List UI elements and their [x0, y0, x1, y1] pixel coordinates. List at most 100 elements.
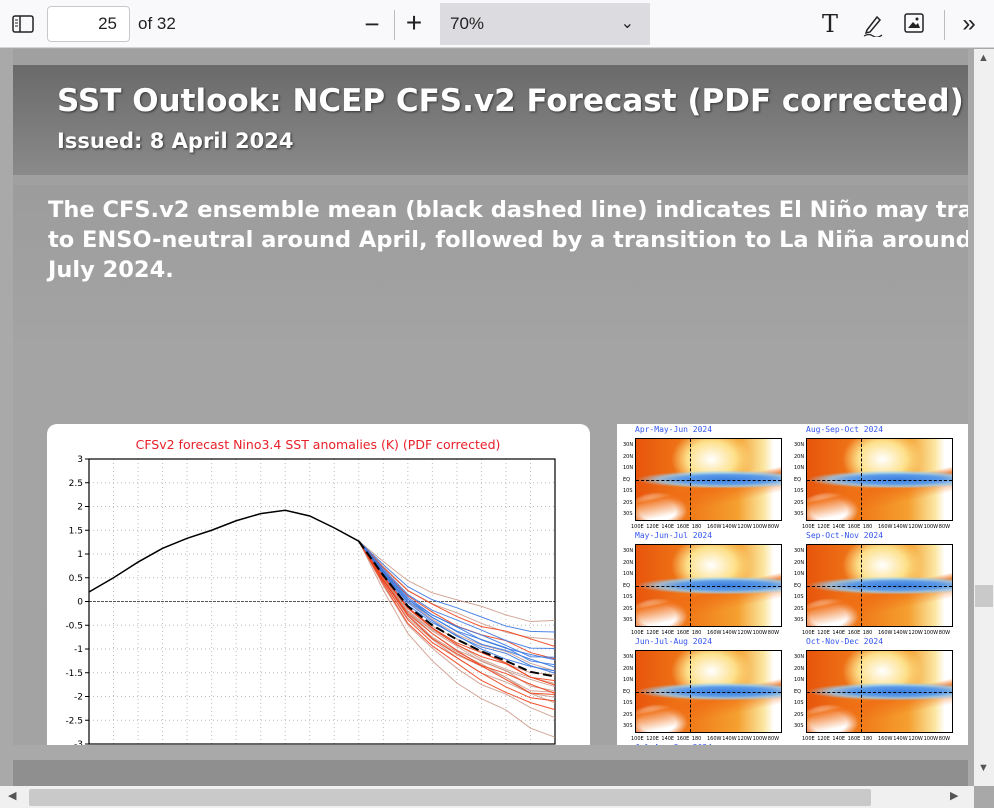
forecast-member-line — [358, 540, 556, 696]
equator-line — [636, 691, 781, 693]
lon-label: 120E — [646, 524, 659, 530]
lat-label: 10N — [794, 677, 805, 683]
y-tick-label: 1 — [77, 550, 83, 560]
lon-label: 140E — [832, 630, 846, 636]
y-tick-label: -1 — [74, 645, 83, 655]
slide-issued-date: Issued: 8 April 2024 — [57, 129, 294, 153]
lon-label: 100E — [802, 630, 815, 636]
lon-label: 180 — [862, 736, 873, 742]
lon-label: 120W — [737, 736, 752, 742]
scroll-right-arrow-icon[interactable]: ▶ — [950, 790, 959, 802]
dateline — [860, 545, 862, 626]
draw-tool-icon[interactable] — [860, 12, 886, 38]
sst-anomaly-map — [635, 544, 782, 627]
lon-label: 140E — [661, 630, 675, 636]
zoom-in-button[interactable]: + — [402, 7, 426, 38]
forecast-member-line — [358, 540, 556, 711]
lon-label: 140W — [893, 736, 908, 742]
lat-label: 20S — [623, 499, 633, 506]
observed-analysis-line — [88, 509, 360, 593]
sidebar-toggle-icon[interactable] — [12, 14, 34, 34]
lon-label: 140E — [661, 736, 675, 742]
lat-label: 10S — [794, 594, 804, 600]
zoom-out-button[interactable]: − — [360, 9, 384, 39]
plot-frame — [88, 458, 556, 745]
lon-label: 100E — [631, 736, 644, 742]
lat-label: 10S — [794, 700, 804, 706]
lat-label: EQ — [623, 476, 631, 483]
lon-label: 160W — [707, 524, 722, 530]
lat-label: 30N — [623, 548, 634, 554]
text-tool-icon[interactable]: T — [821, 10, 838, 38]
equator-line — [807, 479, 952, 481]
lat-label: 20S — [623, 711, 633, 718]
lat-label: 20S — [623, 605, 633, 612]
horizontal-scroll-thumb[interactable] — [29, 789, 871, 806]
lon-label: 140E — [661, 524, 675, 530]
image-tool-icon[interactable] — [903, 12, 925, 34]
lon-label: 120E — [646, 630, 659, 636]
scroll-left-arrow-icon[interactable]: ◀ — [8, 790, 17, 802]
y-tick-label: -2 — [74, 693, 83, 703]
lat-label: 30N — [623, 654, 634, 660]
lat-label: EQ — [623, 688, 631, 695]
lon-label: 160E — [676, 524, 690, 530]
lon-label: 120E — [817, 736, 830, 742]
lon-label: 120W — [737, 524, 752, 530]
chevron-down-icon: ⌄ — [620, 15, 634, 32]
lat-label: 30S — [623, 723, 633, 729]
map-title: Oct-Nov-Dec 2024 — [806, 637, 884, 646]
divider — [394, 10, 395, 40]
lon-label: 100W — [752, 630, 768, 636]
equator-line — [636, 585, 781, 587]
chart-title: CFSv2 forecast Nino3.4 SST anomalies (K)… — [136, 437, 501, 452]
lon-label: 180 — [862, 630, 873, 636]
map-title: May-Jun-Jul 2024 — [635, 531, 713, 540]
vertical-scroll-thumb[interactable] — [975, 585, 993, 607]
page-number-input[interactable] — [47, 6, 130, 42]
lat-label: 10S — [623, 700, 633, 706]
sst-anomaly-maps: Apr-May-Jun 2024 30N 20N 10N EQ 10S 20S 30S 100E… — [617, 424, 968, 745]
lon-label: 160W — [878, 630, 893, 636]
dateline — [689, 439, 691, 520]
sst-anomaly-map — [806, 650, 953, 733]
lat-label: 30N — [794, 654, 805, 660]
lon-label: 100W — [752, 524, 768, 530]
lon-label: 120W — [908, 630, 923, 636]
lon-label: 160W — [878, 736, 893, 742]
lon-label: 120W — [908, 524, 923, 530]
lat-label: 30N — [794, 442, 805, 448]
lat-label: 10N — [794, 465, 805, 471]
lat-label: EQ — [623, 582, 631, 589]
lon-label: 180 — [691, 524, 702, 530]
divider — [944, 10, 945, 40]
lat-label: 10N — [623, 571, 634, 577]
lon-label: 100W — [923, 630, 939, 636]
lon-label: 160E — [676, 630, 690, 636]
lon-label: 80W — [938, 630, 951, 636]
map-title: Jul-Aug-Sep 2024 — [635, 743, 712, 745]
lat-label: 20N — [623, 559, 634, 566]
zoom-value: 70% — [450, 14, 485, 33]
document-viewport: SST Outlook: NCEP CFS.v2 Forecast (PDF c… — [0, 49, 974, 786]
summary-line: to ENSO-neutral around April, followed b… — [48, 227, 968, 253]
next-pdf-page — [13, 760, 968, 786]
vertical-scrollbar[interactable] — [974, 49, 994, 786]
more-tools-icon[interactable]: » — [962, 10, 976, 37]
lat-label: 30N — [794, 548, 805, 554]
lat-label: 30N — [623, 442, 634, 448]
scroll-up-arrow-icon[interactable]: ▲ — [978, 52, 989, 64]
scroll-down-arrow-icon[interactable]: ▼ — [978, 762, 989, 774]
lon-label: 80W — [938, 524, 951, 530]
dateline — [689, 651, 691, 732]
lat-label: 10N — [623, 465, 634, 471]
y-tick-label: -2.5 — [65, 716, 83, 726]
lat-label: 20S — [794, 711, 804, 718]
zoom-select[interactable]: 70% ⌄ — [440, 3, 650, 45]
forecast-member-line — [358, 540, 556, 661]
lat-label: 30S — [794, 511, 804, 517]
pdf-toolbar: of 32 − + 70% ⌄ T » — [0, 0, 994, 48]
map-title: Apr-May-Jun 2024 — [635, 425, 713, 434]
lat-label: EQ — [794, 476, 802, 483]
y-tick-label: -0.5 — [65, 621, 83, 631]
